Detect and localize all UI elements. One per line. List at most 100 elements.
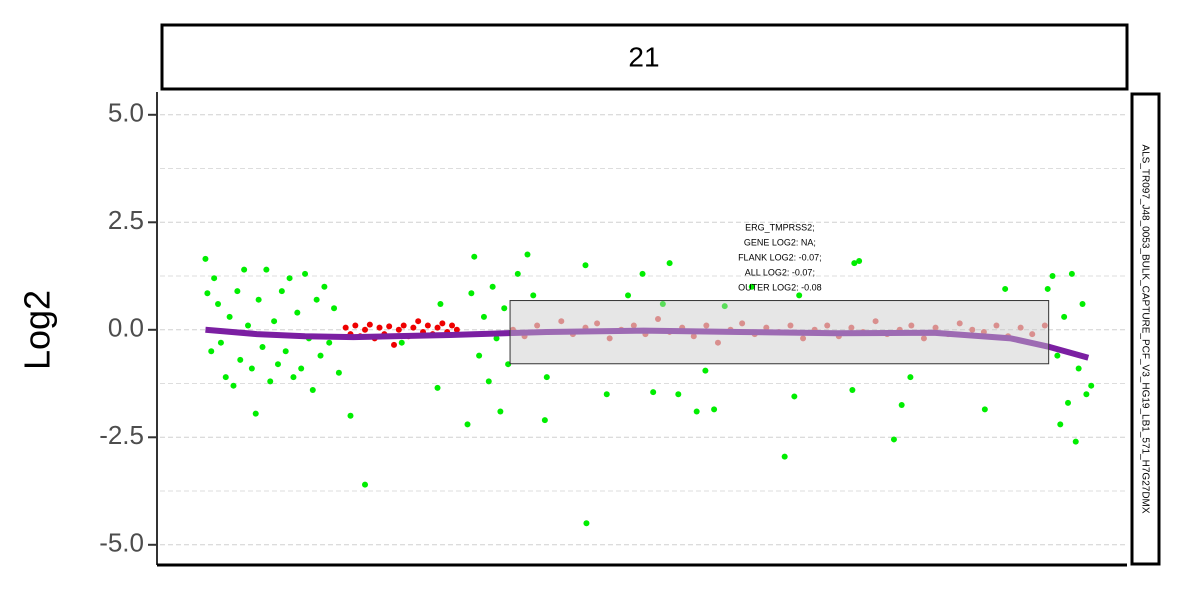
point xyxy=(259,343,266,350)
point xyxy=(263,266,270,273)
point xyxy=(309,386,316,393)
point xyxy=(1088,382,1095,389)
point xyxy=(476,352,483,359)
y-tick-label: 0.0 xyxy=(108,313,144,343)
point xyxy=(907,374,914,381)
point xyxy=(702,367,709,374)
side-strip xyxy=(1130,92,1161,566)
point xyxy=(286,275,293,282)
point xyxy=(489,283,496,290)
y-axis-title: Log2 xyxy=(17,290,58,370)
point xyxy=(424,322,431,329)
point xyxy=(1029,331,1036,338)
point xyxy=(255,296,262,303)
point xyxy=(639,270,646,277)
point xyxy=(439,320,446,327)
point xyxy=(434,384,441,391)
point xyxy=(398,339,405,346)
point xyxy=(362,481,369,488)
point xyxy=(763,324,770,331)
point xyxy=(386,323,393,330)
point xyxy=(969,326,976,333)
point xyxy=(1068,270,1075,277)
point xyxy=(703,322,710,329)
point xyxy=(541,417,548,424)
point xyxy=(849,386,856,393)
point xyxy=(1017,324,1024,331)
trend-line xyxy=(205,326,1090,361)
point xyxy=(908,322,915,329)
point xyxy=(920,335,927,342)
gene-region xyxy=(509,300,1050,365)
point xyxy=(366,321,373,328)
strip-title: 21 xyxy=(628,41,659,72)
point xyxy=(267,378,274,385)
point xyxy=(1041,322,1048,329)
point xyxy=(1044,285,1051,292)
point xyxy=(352,322,359,329)
point xyxy=(824,322,831,329)
point xyxy=(514,270,521,277)
point xyxy=(739,320,746,327)
point xyxy=(594,320,601,327)
point xyxy=(248,365,255,372)
point xyxy=(675,391,682,398)
point xyxy=(721,303,728,310)
point xyxy=(582,262,589,269)
point xyxy=(237,356,244,363)
point xyxy=(856,257,863,264)
point xyxy=(313,296,320,303)
point xyxy=(480,313,487,320)
side-label: ALS_TR097_J48_0053_BULK_CAPTURE_PCF_V3_H… xyxy=(1139,144,1150,513)
point xyxy=(558,318,565,325)
point xyxy=(464,421,471,428)
point xyxy=(890,436,897,443)
point xyxy=(543,374,550,381)
point xyxy=(1002,285,1009,292)
point xyxy=(1049,273,1056,280)
point xyxy=(981,406,988,413)
annotation: FLANK LOG2: -0.07; xyxy=(738,252,822,262)
point xyxy=(400,322,407,329)
point xyxy=(391,341,398,348)
annotation: ALL LOG2: -0.07; xyxy=(745,267,815,277)
point xyxy=(222,374,229,381)
point xyxy=(1054,352,1061,359)
point xyxy=(932,324,939,331)
point xyxy=(800,335,807,342)
point xyxy=(204,290,211,297)
point xyxy=(748,283,755,290)
point xyxy=(666,260,673,267)
point xyxy=(252,410,259,417)
point xyxy=(650,389,657,396)
point xyxy=(534,322,541,329)
point xyxy=(1061,313,1068,320)
point xyxy=(298,365,305,372)
point xyxy=(208,348,215,355)
point xyxy=(226,313,233,320)
point xyxy=(872,318,879,325)
point xyxy=(714,339,721,346)
point xyxy=(848,324,855,331)
point xyxy=(630,322,637,329)
y-tick-label: -5.0 xyxy=(99,528,144,558)
point xyxy=(787,322,794,329)
point xyxy=(468,290,475,297)
point xyxy=(693,408,700,415)
point xyxy=(781,453,788,460)
point xyxy=(471,253,478,260)
point xyxy=(898,402,905,409)
point xyxy=(274,361,281,368)
point xyxy=(410,324,417,331)
point xyxy=(434,324,441,331)
point xyxy=(215,300,222,307)
point xyxy=(497,408,504,415)
y-tick-label: 2.5 xyxy=(108,205,144,235)
point xyxy=(234,288,241,295)
point xyxy=(347,412,354,419)
point xyxy=(791,393,798,400)
point xyxy=(501,305,508,312)
point xyxy=(583,520,590,527)
point xyxy=(1075,365,1082,372)
point xyxy=(241,266,248,273)
